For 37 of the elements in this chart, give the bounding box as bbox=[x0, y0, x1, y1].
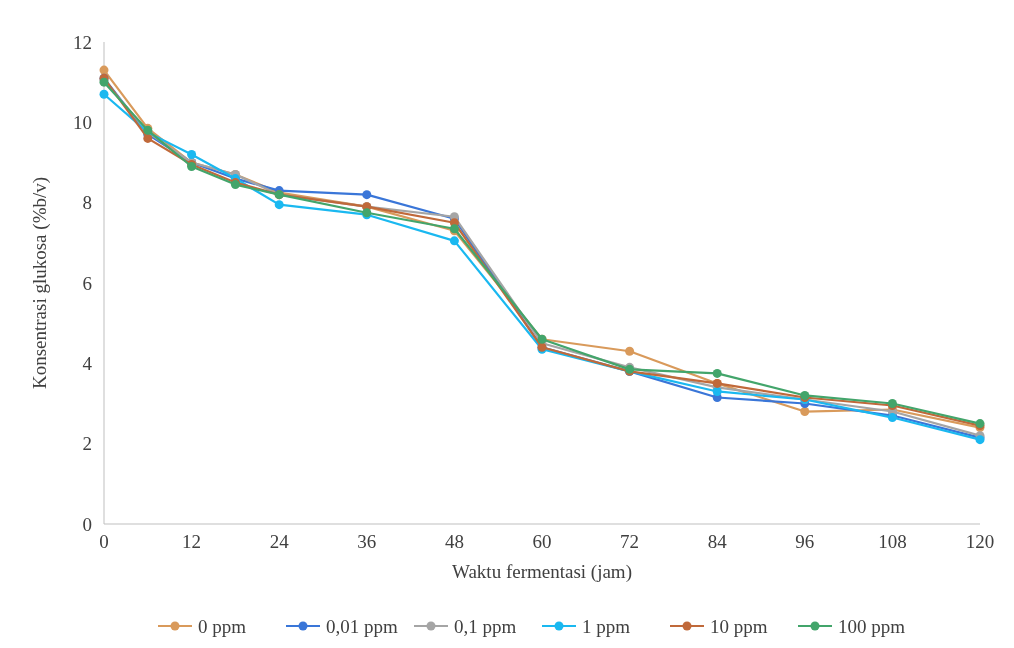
y-tick-label: 2 bbox=[82, 433, 92, 455]
point bbox=[99, 65, 109, 75]
legend-label: 0,1 ppm bbox=[454, 615, 517, 637]
legend-label: 0,01 ppm bbox=[326, 615, 398, 637]
y-tick-label: 0 bbox=[82, 513, 92, 535]
point bbox=[625, 346, 635, 356]
y-axis-title: Konsentrasi glukosa (%b/v) bbox=[29, 176, 51, 390]
x-axis-title: Waktu fermentasi (jam) bbox=[452, 561, 632, 583]
y-tick-label: 8 bbox=[82, 192, 92, 214]
x-tick-label: 36 bbox=[357, 531, 377, 552]
x-tick-label: 120 bbox=[965, 531, 995, 552]
x-tick-label: 12 bbox=[182, 531, 202, 552]
y-tick-label: 12 bbox=[73, 31, 92, 53]
point bbox=[449, 236, 459, 246]
legend-label: 100 ppm bbox=[838, 615, 906, 637]
y-tick-label: 6 bbox=[82, 272, 92, 294]
y-tick-label: 10 bbox=[73, 111, 92, 133]
point bbox=[712, 386, 722, 396]
point bbox=[143, 133, 153, 143]
x-tick-label: 108 bbox=[878, 531, 907, 552]
x-tick-label: 72 bbox=[620, 531, 640, 552]
point bbox=[187, 149, 197, 159]
legend-label: 1 ppm bbox=[582, 615, 631, 637]
point bbox=[712, 368, 722, 378]
point bbox=[274, 200, 284, 210]
point bbox=[362, 190, 372, 200]
x-tick-label: 24 bbox=[269, 531, 290, 552]
y-tick-label: 4 bbox=[82, 352, 93, 374]
point bbox=[99, 89, 109, 99]
legend-label: 0 ppm bbox=[198, 615, 247, 637]
x-tick-label: 84 bbox=[707, 531, 728, 552]
point bbox=[800, 407, 810, 417]
x-tick-label: 0 bbox=[99, 531, 109, 552]
x-tick-label: 96 bbox=[795, 531, 815, 552]
x-tick-label: 48 bbox=[444, 531, 464, 552]
legend-label: 10 ppm bbox=[710, 615, 768, 637]
x-tick-label: 60 bbox=[532, 531, 552, 552]
